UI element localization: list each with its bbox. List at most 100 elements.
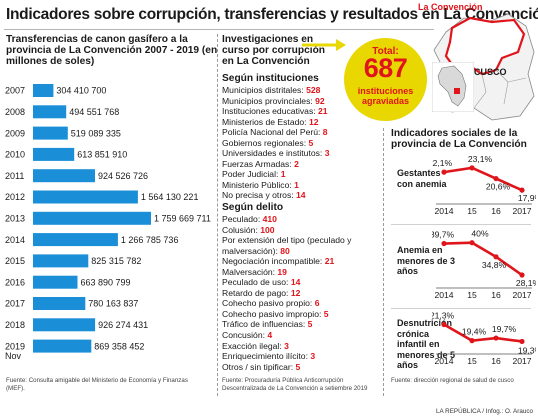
delito-item-label: Negociación incompatible:: [222, 256, 325, 267]
total-text: instituciones agraviadas: [357, 86, 414, 106]
indicator-1-chart: 22,1% 23,1% 20,6% 17,9% 2014 15 16 2017: [432, 154, 536, 216]
indicator-point: [441, 240, 447, 247]
indicator-1-label: Gestantes con anemia: [397, 168, 447, 189]
delito-item: Concusión: 4: [222, 330, 382, 341]
bar-year-note: Nov: [5, 351, 22, 361]
indicator-value-label: 22,1%: [432, 158, 453, 168]
bar-year-label: 2014: [5, 235, 25, 245]
delitos-list: Peculado: 410 Colusión: 100 Por extensión …: [222, 214, 382, 372]
indicator-point: [493, 335, 499, 341]
delito-item-value: 14: [290, 277, 301, 288]
delito-item: Malversación: 19: [222, 267, 382, 278]
institucion-item-value: 3: [324, 148, 330, 159]
indicator-point: [519, 187, 525, 193]
bar-year-label: 2007: [5, 86, 25, 96]
delito-item-label: Otros / sin tipificar:: [222, 361, 296, 372]
institucion-item-label: Ministerios de Estado:: [222, 116, 309, 127]
investigaciones-source: Fuente: Procuraduría Pública Anticorrupc…: [222, 377, 368, 392]
institucion-item: Municipios distritales: 528: [222, 85, 382, 96]
indicator-point: [441, 321, 447, 328]
canon-title: Transferencias de canon gasífero a la pr…: [6, 34, 218, 67]
institucion-item: Universidades e institutos: 3: [222, 148, 382, 159]
bar-year-label: 2019: [5, 341, 25, 351]
bar-year-label: 2013: [5, 214, 25, 224]
bar-2015: [33, 254, 89, 268]
indicator-2-label: Anemia en menores de 3 años: [397, 245, 456, 276]
bar-value-label: 869 358 452: [94, 341, 144, 351]
peru-inset-map: [432, 62, 474, 112]
map-cusco-label: CUSCO: [474, 67, 507, 77]
institucion-item-value: 92: [315, 95, 325, 106]
indicator-x-label: 15: [467, 356, 477, 366]
bar-value-label: 519 089 335: [71, 128, 121, 138]
bar-2007: [33, 84, 54, 97]
total-value: 687: [363, 53, 408, 83]
institucion-item: Ministerio Público: 1: [222, 180, 382, 191]
delito-item-value: 80: [280, 245, 290, 256]
delito-item-label: Tráfico de influencias:: [222, 319, 308, 330]
bar-value-label: 926 274 431: [98, 320, 148, 330]
indicator-x-label: 2017: [512, 206, 531, 216]
total-label: Total:: [372, 46, 399, 57]
delito-item-label: Peculado de uso:: [222, 277, 291, 288]
bar-2012: [33, 190, 138, 204]
instituciones-list: Municipios distritales: 528 Municipios pr…: [222, 85, 382, 201]
indicator-divider-1: [391, 224, 531, 225]
delito-item: Peculado: 410: [222, 214, 382, 225]
bar-2009: [33, 126, 68, 140]
delito-item-value: 4: [267, 330, 273, 341]
institucion-item-value: 1: [294, 179, 299, 190]
institucion-item: Gobiernos regionales: 5: [222, 138, 382, 149]
indicator-value-label: 17,9%: [518, 193, 536, 203]
bar-2014: [33, 233, 118, 247]
indicator-point: [519, 272, 525, 278]
bar-2013: [33, 211, 151, 225]
bar-year-label: 2015: [5, 256, 25, 266]
map-region-label: La Convención: [418, 2, 483, 12]
indicator-divider-2: [391, 308, 531, 309]
delito-item-value: 3: [284, 340, 289, 351]
indicator-point: [469, 240, 475, 246]
institucion-item-label: Municipios provinciales:: [222, 95, 316, 106]
bar-year-label: 2016: [5, 277, 25, 287]
arrow-icon: [302, 39, 346, 51]
delito-item: Por extensión del tipo (peculado y malve…: [222, 235, 382, 256]
institucion-item-label: Municipios distritales:: [222, 85, 307, 95]
delito-item-value: 5: [323, 308, 329, 319]
indicator-line: [443, 241, 523, 277]
bar-value-label: 1 564 130 221: [141, 192, 199, 202]
column-divider-left: [217, 34, 218, 396]
institucion-item-value: 12: [308, 116, 319, 127]
bar-year-label: 2010: [5, 150, 25, 160]
bar-value-label: 494 551 768: [69, 107, 119, 117]
indicator-value-label: 23,1%: [468, 154, 493, 164]
delito-item-value: 12: [290, 287, 301, 298]
indicator-value-label: 40%: [471, 229, 489, 239]
bar-value-label: 1 759 669 711: [154, 214, 211, 224]
indicator-point: [469, 165, 475, 171]
title-divider: [4, 29, 434, 30]
province-borders: [451, 65, 527, 113]
indicator-point: [441, 169, 447, 175]
canon-source: Fuente: Consulta amigable del Ministerio…: [6, 377, 188, 392]
bar-value-label: 663 890 799: [81, 277, 131, 287]
bar-2016: [33, 275, 78, 289]
institucion-item-value: 21: [318, 106, 328, 117]
column-divider-right: [383, 128, 384, 396]
delito-item-label: Retardo de pago:: [222, 287, 291, 298]
delito-item: Retardo de pago: 12: [222, 288, 382, 299]
cusco-marker: [454, 88, 460, 94]
institucion-item: Poder Judicial: 1: [222, 169, 382, 180]
institucion-item-label: Universidades e institutos:: [222, 148, 325, 159]
bar-2010: [33, 147, 75, 161]
bar-year-label: 2008: [5, 107, 25, 117]
institucion-item-value: 1: [280, 169, 286, 180]
bar-value-label: 924 526 726: [98, 171, 148, 181]
bar-2008: [33, 105, 67, 119]
delito-item-value: 100: [260, 224, 275, 235]
indicator-3-label: Desnutrición crónica infantil en menores…: [397, 318, 456, 370]
delito-item-label: Exacción ilegal:: [222, 340, 285, 351]
delito-item-label: Enriquecimiento ilícito:: [222, 351, 311, 362]
indicator-value-label: 34,8%: [482, 260, 507, 270]
indicator-x-label: 2017: [512, 290, 531, 300]
